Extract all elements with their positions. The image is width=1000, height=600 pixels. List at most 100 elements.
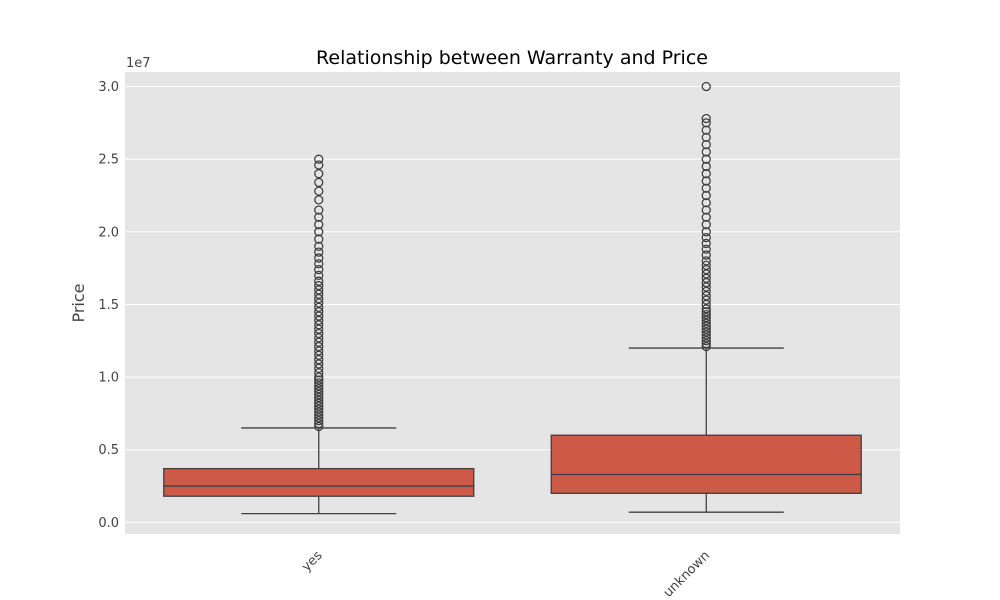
outlier-point bbox=[314, 212, 324, 222]
outlier-point bbox=[701, 339, 711, 349]
outlier-point bbox=[701, 315, 711, 326]
outlier-point bbox=[314, 195, 324, 205]
outlier-point bbox=[314, 311, 324, 321]
outlier-point bbox=[314, 259, 324, 269]
y-axis-label: Price bbox=[69, 283, 88, 322]
outlier-point bbox=[701, 304, 711, 314]
outlier-point bbox=[314, 276, 324, 286]
outlier-point bbox=[314, 154, 324, 164]
outlier-point bbox=[701, 227, 711, 237]
outlier-point bbox=[314, 413, 324, 423]
outlier-point bbox=[314, 169, 324, 179]
outlier-point bbox=[314, 372, 324, 382]
outlier-point bbox=[314, 375, 324, 385]
outlier-point bbox=[314, 355, 324, 365]
outlier-point bbox=[701, 232, 711, 243]
box-iqr bbox=[550, 434, 862, 494]
outlier-point bbox=[314, 410, 324, 420]
outlier-point bbox=[701, 341, 711, 352]
outlier-point bbox=[314, 177, 324, 188]
outlier-point bbox=[314, 280, 324, 291]
outlier-point bbox=[314, 386, 324, 397]
outlier-point bbox=[314, 253, 324, 263]
outlier-point bbox=[701, 169, 711, 179]
outlier-point bbox=[314, 205, 324, 215]
outlier-point bbox=[314, 421, 324, 432]
y-axis-offset-label: 1e7 bbox=[126, 56, 151, 71]
box-iqr bbox=[163, 467, 475, 497]
outlier-point bbox=[314, 241, 324, 251]
outlier-point bbox=[701, 139, 711, 150]
outlier-point bbox=[314, 341, 324, 352]
outlier-point bbox=[314, 395, 324, 405]
outlier-point bbox=[701, 273, 711, 283]
y-tick-label: 1.0 bbox=[98, 371, 119, 386]
outlier-point bbox=[314, 389, 324, 400]
outlier-point bbox=[701, 291, 711, 301]
outlier-point bbox=[701, 113, 711, 124]
outlier-point bbox=[314, 264, 324, 275]
outlier-point bbox=[701, 250, 711, 260]
y-tick-label: 3.0 bbox=[98, 80, 119, 95]
outlier-point bbox=[314, 401, 324, 411]
outlier-point bbox=[701, 264, 711, 275]
outlier-point bbox=[701, 125, 711, 135]
outlier-point bbox=[314, 270, 324, 281]
outlier-point bbox=[701, 278, 711, 288]
outlier-point bbox=[701, 286, 711, 297]
outlier-point bbox=[314, 289, 324, 299]
outlier-point bbox=[314, 333, 324, 343]
outlier-point bbox=[701, 161, 711, 172]
outlier-point bbox=[314, 186, 324, 196]
outlier-point bbox=[314, 298, 324, 308]
outlier-point bbox=[701, 307, 711, 317]
outlier-point bbox=[314, 247, 324, 257]
outlier-point bbox=[701, 132, 711, 143]
outlier-point bbox=[701, 154, 711, 164]
outlier-point bbox=[701, 256, 711, 266]
outlier-point bbox=[701, 330, 711, 340]
outlier-point bbox=[314, 285, 324, 295]
outlier-point bbox=[701, 205, 711, 215]
outlier-point bbox=[701, 336, 711, 346]
outlier-point bbox=[314, 363, 324, 374]
outlier-point bbox=[314, 302, 324, 313]
box-yes bbox=[163, 154, 475, 515]
outlier-point bbox=[701, 327, 711, 337]
outlier-point bbox=[701, 260, 711, 270]
y-tick-label: 1.5 bbox=[98, 298, 119, 313]
outlier-point bbox=[701, 118, 711, 128]
outlier-point bbox=[701, 282, 711, 292]
outlier-point bbox=[701, 295, 711, 305]
outlier-point bbox=[314, 398, 324, 408]
outlier-point bbox=[701, 321, 711, 331]
grid-lines bbox=[125, 86, 900, 523]
outlier-point bbox=[314, 418, 324, 429]
outlier-point bbox=[314, 416, 324, 426]
outlier-point bbox=[701, 244, 711, 254]
outlier-point bbox=[314, 368, 324, 378]
outlier-point bbox=[701, 183, 711, 193]
outlier-point bbox=[314, 234, 324, 244]
outlier-point bbox=[314, 404, 324, 414]
outlier-point bbox=[314, 324, 324, 334]
outlier-point bbox=[314, 384, 324, 394]
outlier-point bbox=[701, 219, 711, 230]
outlier-point bbox=[314, 307, 324, 317]
outlier-point bbox=[314, 346, 324, 356]
y-tick-labels: 0.0 0.5 1.0 1.5 2.0 2.5 3.0 bbox=[98, 80, 119, 531]
outlier-point bbox=[314, 378, 324, 388]
y-tick-label: 2.0 bbox=[98, 225, 119, 240]
outlier-point bbox=[701, 299, 711, 310]
y-tick-label: 0.5 bbox=[98, 443, 119, 458]
outlier-point bbox=[701, 309, 711, 320]
outlier-point bbox=[701, 212, 711, 222]
outlier-point bbox=[314, 359, 324, 369]
outlier-point bbox=[701, 333, 711, 343]
outlier-point bbox=[314, 407, 324, 417]
outlier-point bbox=[314, 315, 324, 326]
outlier-point bbox=[701, 269, 711, 279]
box-unknown bbox=[550, 81, 862, 513]
y-tick-label: 0.0 bbox=[98, 516, 119, 531]
